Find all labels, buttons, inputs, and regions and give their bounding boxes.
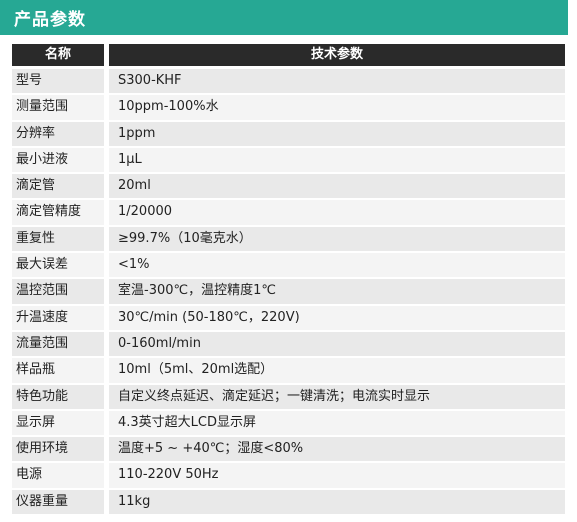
spec-value: 10ml（5ml、20ml选配） xyxy=(109,358,565,383)
spec-name: 分辨率 xyxy=(12,121,104,146)
table-row: 分辨率 1ppm xyxy=(12,121,565,146)
table-row: 电源 110-220V 50Hz xyxy=(12,463,565,488)
spec-name: 特色功能 xyxy=(12,384,104,409)
table-row: 使用环境 温度+5 ~ +40℃；湿度<80% xyxy=(12,437,565,462)
spec-value: 温度+5 ~ +40℃；湿度<80% xyxy=(109,437,565,462)
spec-name: 最大误差 xyxy=(12,253,104,278)
spec-name: 流量范围 xyxy=(12,331,104,357)
spec-name: 温控范围 xyxy=(12,279,104,304)
spec-name: 滴定管精度 xyxy=(12,200,104,225)
spec-value: 30℃/min (50-180℃，220V) xyxy=(109,305,565,330)
spec-value: 0-160ml/min xyxy=(109,331,565,357)
spec-value: 1µL xyxy=(109,147,565,173)
table-row: 最小进液 1µL xyxy=(12,147,565,173)
spec-name: 样品瓶 xyxy=(12,358,104,383)
table-row: 重复性 ≥99.7%（10毫克水） xyxy=(12,226,565,252)
spec-name: 滴定管 xyxy=(12,174,104,199)
header-name: 名称 xyxy=(12,44,104,66)
table-row: 测量范围 10ppm-100%水 xyxy=(12,95,565,120)
spec-name: 使用环境 xyxy=(12,437,104,462)
table-row: 最大误差 <1% xyxy=(12,253,565,278)
spec-value: 20ml xyxy=(109,174,565,199)
table-row: 流量范围 0-160ml/min xyxy=(12,331,565,357)
spec-value: S300-KHF xyxy=(109,69,565,94)
spec-value: 4.3英寸超大LCD显示屏 xyxy=(109,410,565,436)
table-row: 样品瓶 10ml（5ml、20ml选配） xyxy=(12,358,565,383)
spec-value: 110-220V 50Hz xyxy=(109,463,565,488)
spec-value: 自定义终点延迟、滴定延迟；一键清洗；电流实时显示 xyxy=(109,384,565,409)
table-row: 型号 S300-KHF xyxy=(12,69,565,94)
table-row: 仪器重量 11kg xyxy=(12,489,565,515)
table-row: 滴定管精度 1/20000 xyxy=(12,200,565,225)
spec-value: 1/20000 xyxy=(109,200,565,225)
spec-name: 显示屏 xyxy=(12,410,104,436)
spec-name: 升温速度 xyxy=(12,305,104,330)
spec-name: 重复性 xyxy=(12,226,104,252)
table-row: 升温速度 30℃/min (50-180℃，220V) xyxy=(12,305,565,330)
spec-name: 测量范围 xyxy=(12,95,104,120)
table-row: 温控范围 室温-300℃，温控精度1℃ xyxy=(12,279,565,304)
table-row: 显示屏 4.3英寸超大LCD显示屏 xyxy=(12,410,565,436)
title-bar: 产品参数 xyxy=(0,0,568,35)
spec-value: 10ppm-100%水 xyxy=(109,95,565,120)
spec-value: 1ppm xyxy=(109,121,565,146)
spec-name: 型号 xyxy=(12,69,104,94)
header-value: 技术参数 xyxy=(109,44,565,66)
spec-name: 仪器重量 xyxy=(12,489,104,515)
table-header: 名称 技术参数 xyxy=(12,44,565,66)
spec-table: 名称 技术参数 型号 S300-KHF 测量范围 10ppm-100%水 分辨率 1ppm… xyxy=(12,44,565,516)
table-row: 滴定管 20ml xyxy=(12,174,565,199)
spec-value: ≥99.7%（10毫克水） xyxy=(109,226,565,252)
spec-value: 室温-300℃，温控精度1℃ xyxy=(109,279,565,304)
page-title: 产品参数 xyxy=(14,10,86,30)
spec-value: <1% xyxy=(109,253,565,278)
spec-name: 电源 xyxy=(12,463,104,488)
spec-value: 11kg xyxy=(109,489,565,515)
spec-name: 最小进液 xyxy=(12,147,104,173)
table-row: 特色功能 自定义终点延迟、滴定延迟；一键清洗；电流实时显示 xyxy=(12,384,565,409)
